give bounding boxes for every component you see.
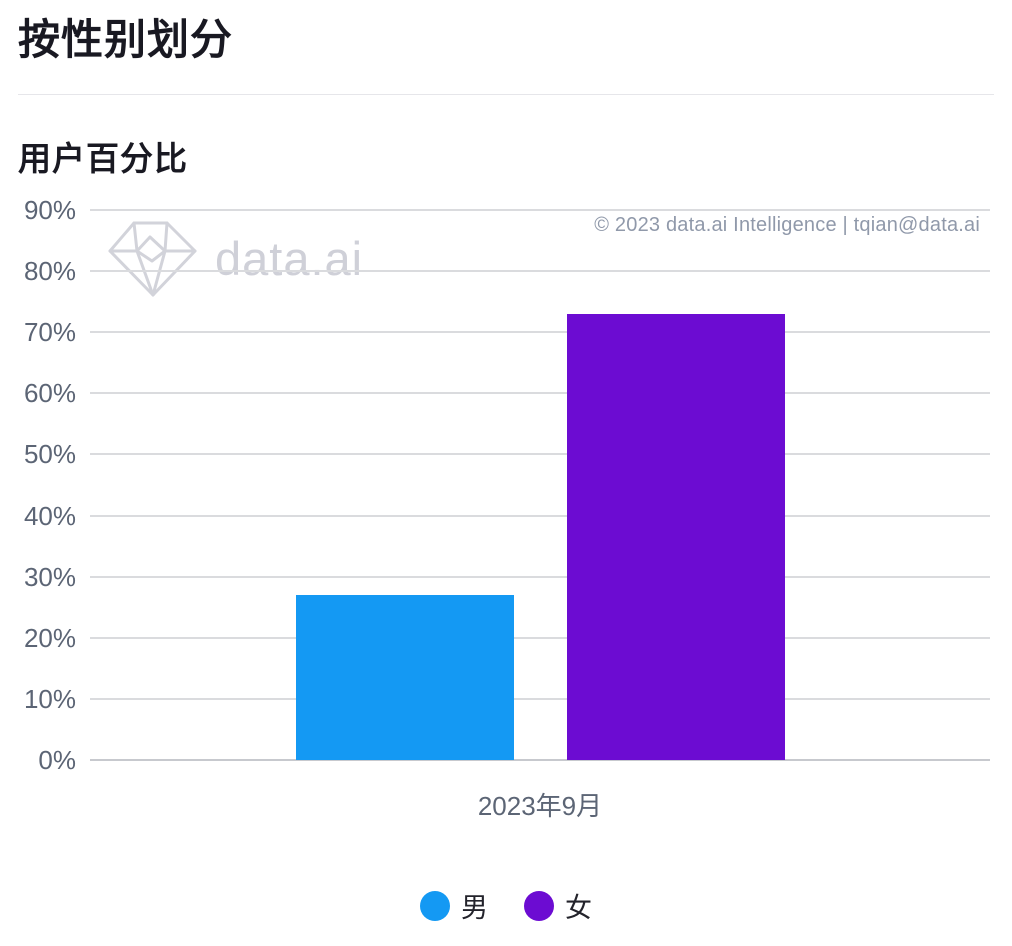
chart-subtitle: 用户百分比 [18,140,188,177]
y-tick-label: 20% [23,622,76,653]
gridline [90,270,990,273]
gridline [90,514,990,517]
gridline [90,453,990,456]
gridline [90,636,990,639]
page-title: 按性别划分 [18,16,234,63]
y-tick-label: 70% [23,317,76,348]
x-tick-label: 2023年9月 [477,791,603,821]
y-tick-label: 90% [23,195,76,225]
legend-item-1[interactable]: 女 [524,886,592,925]
gridline [90,575,990,578]
y-tick-label: 80% [23,256,76,287]
legend-item-0[interactable]: 男 [420,886,488,925]
legend-label: 女 [565,893,592,923]
y-tick-label: 10% [23,683,76,714]
gem-icon [108,221,197,297]
y-tick-label: 50% [23,439,76,470]
y-tick-label: 40% [23,500,76,531]
legend-swatch [524,890,554,921]
y-tick-label: 0% [38,745,76,775]
watermark: data.ai [106,220,363,298]
legend-label: 男 [461,893,488,923]
gridline [90,209,990,211]
attribution-text: © 2023 data.ai Intelligence | tqian@data… [594,214,980,236]
y-tick-label: 60% [23,378,76,409]
chart-legend: 男女 [0,886,1012,925]
gridline [90,697,990,700]
gridline [90,392,990,395]
gridline [90,331,990,334]
x-axis-baseline [90,759,990,761]
watermark-logo-text: data.ai [215,232,364,285]
y-tick-label: 30% [23,561,76,592]
section-divider [18,94,994,95]
legend-swatch [420,890,450,921]
bar-series-0 [295,595,514,760]
bar-series-1 [566,313,785,760]
